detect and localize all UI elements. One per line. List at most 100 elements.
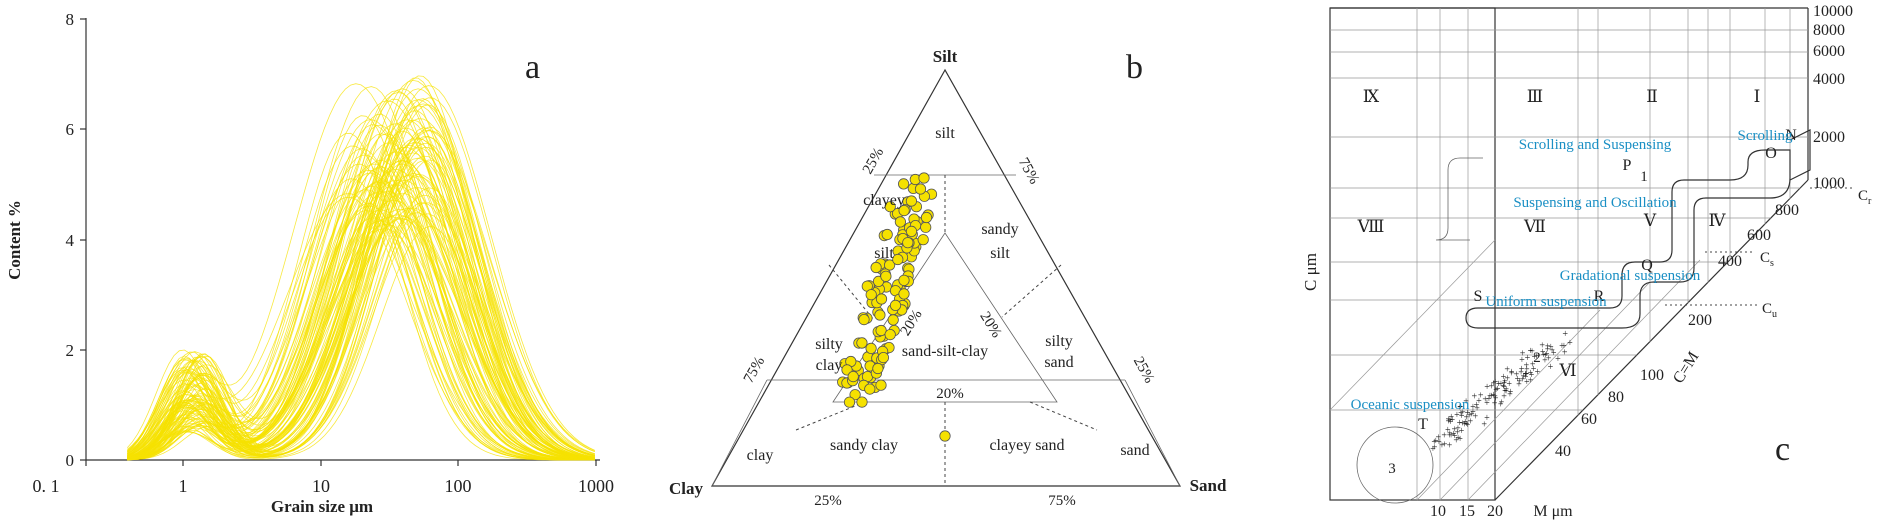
region-number: 2: [1533, 350, 1541, 366]
cm-point: +: [1489, 391, 1495, 402]
panel-a-x-label: Grain size μm: [271, 497, 373, 516]
cm-point: +: [1502, 386, 1508, 397]
cm-point: +: [1457, 418, 1463, 429]
pct-bottom-left: 25%: [814, 493, 842, 509]
cm-point: +: [1467, 410, 1473, 421]
cm-point: +: [1459, 411, 1465, 422]
cm-point: +: [1493, 385, 1499, 396]
cm-point: +: [1499, 398, 1505, 409]
sample-point: [884, 201, 896, 213]
cm-point: +: [1567, 338, 1573, 349]
cm-point: +: [1490, 390, 1496, 401]
cm-point: +: [1523, 372, 1529, 383]
cm-point: +: [1484, 382, 1490, 393]
region-number: 3: [1388, 461, 1396, 477]
cm-point: +: [1465, 408, 1471, 419]
cm-point: +: [1503, 386, 1509, 397]
grain-size-curve: [127, 142, 595, 460]
cm-point: +: [1528, 368, 1534, 379]
sample-point: [872, 362, 884, 375]
diag-tick: 60: [1581, 411, 1597, 428]
right-tick: 2000: [1813, 129, 1845, 146]
grain-size-curve: [127, 75, 595, 460]
cm-point: +: [1544, 349, 1550, 360]
diag-tick: 40: [1555, 443, 1571, 460]
apex-clay: Clay: [669, 479, 704, 498]
process-label: Scrolling and Suspensing: [1519, 137, 1672, 153]
panel-c-points: +++++++++++++++++++++++++++++ ++++ +++++++…: [1430, 329, 1573, 455]
sample-point: [939, 430, 951, 442]
pct-inner-bottom: 20%: [936, 386, 964, 402]
diag-tick: 800: [1775, 202, 1799, 219]
cm-point: +: [1496, 379, 1502, 390]
cm-point: +: [1491, 379, 1497, 390]
process-label: Gradational suspension: [1560, 268, 1701, 284]
m-axis-label: M μm: [1533, 503, 1573, 520]
field-silty-clay: silty: [815, 336, 843, 353]
cm-point: +: [1549, 346, 1555, 357]
sample-point: [914, 183, 927, 195]
cm-point: +: [1470, 407, 1476, 418]
grain-size-curve: [127, 163, 595, 461]
cm-point: +: [1435, 433, 1441, 444]
cm-point: +: [1439, 440, 1445, 451]
grain-size-curve: [127, 132, 595, 461]
cm-point: +: [1484, 398, 1490, 409]
cm-point: +: [1501, 372, 1507, 383]
sample-point: [874, 309, 886, 321]
cm-point: +: [1518, 367, 1524, 378]
sample-point: [887, 314, 899, 326]
grain-size-curve: [127, 202, 595, 459]
cm-point: +: [1498, 399, 1504, 410]
grain-size-curve: [127, 138, 595, 457]
cm-point: +: [1451, 429, 1457, 440]
pct-left-lower: 75%: [741, 354, 768, 386]
cm-point: +: [1471, 391, 1477, 402]
process-label: Scrolling: [1738, 128, 1793, 144]
cm-point: +: [1454, 410, 1460, 421]
cm-point: +: [1516, 380, 1522, 391]
panel-a: a 0 2 4 6 8 0. 1 1 10: [5, 10, 614, 516]
cm-point: +: [1519, 364, 1525, 375]
cm-point: +: [1523, 369, 1529, 380]
cm-point: +: [1465, 420, 1471, 431]
pct-inner-right: 20%: [976, 309, 1004, 341]
m-tick: 15: [1459, 503, 1475, 520]
point-letter: Q: [1641, 257, 1653, 274]
x-tick-label: 0. 1: [33, 476, 60, 496]
panel-a-x-ticks: 0. 1 1 10 100 1000: [33, 460, 614, 496]
cm-point: +: [1458, 402, 1464, 413]
cm-point: +: [1501, 392, 1507, 403]
cm-point: +: [1529, 346, 1535, 357]
cm-point: +: [1476, 396, 1482, 407]
diag-tick: 400: [1718, 253, 1742, 270]
process-label: Uniform suspension: [1485, 294, 1607, 310]
cm-point: +: [1464, 413, 1470, 424]
grain-size-curve: [127, 212, 595, 460]
cm-point: +: [1445, 425, 1451, 436]
cm-point: +: [1551, 348, 1557, 359]
cm-point: +: [1448, 417, 1454, 428]
cm-point: +: [1488, 381, 1494, 392]
point-letter: P: [1623, 157, 1632, 174]
pct-left-upper: 25%: [860, 145, 887, 177]
diag-tick: 100: [1640, 367, 1664, 384]
cm-point: +: [1433, 436, 1439, 447]
sample-point: [864, 383, 876, 395]
region-label: Ⅶ: [1523, 217, 1546, 236]
cm-point: +: [1546, 354, 1552, 365]
c-marker: Cr: [1858, 188, 1872, 207]
sample-point: [843, 396, 856, 408]
cm-point: +: [1508, 387, 1514, 398]
field-silty-sand: sand: [1044, 354, 1073, 371]
cm-point: +: [1496, 379, 1502, 390]
cm-point: +: [1501, 378, 1507, 389]
field-sand-silt-clay: sand-silt-clay: [902, 343, 988, 360]
field-clayey-silt: silt: [874, 245, 894, 262]
cm-point: +: [1509, 367, 1515, 378]
cm-point: +: [1436, 437, 1442, 448]
cm-point: +: [1457, 434, 1463, 445]
cm-point: +: [1467, 417, 1473, 428]
cm-point: +: [1523, 361, 1529, 372]
x-tick-label: 100: [445, 476, 472, 496]
